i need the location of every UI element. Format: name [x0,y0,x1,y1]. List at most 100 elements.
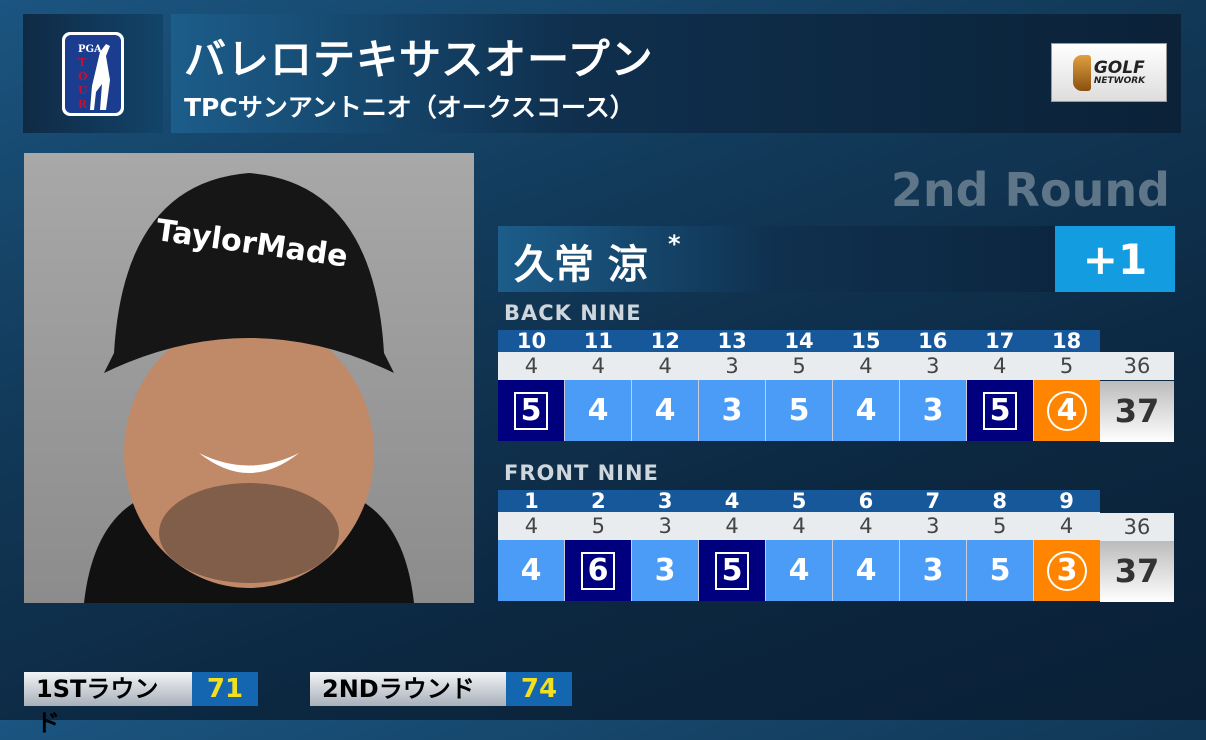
hole-par: 4 [591,354,606,378]
hole-score-bogey: 6 [565,540,631,601]
tour-logo-panel: PGA T O U R [23,14,163,133]
player-marker: * [668,230,681,258]
back-nine-label: BACK NINE [504,301,642,325]
svg-text:T: T [78,56,87,69]
hole-score-par: 5 [967,540,1033,601]
hole-number: 4 [724,489,740,513]
pga-tour-logo: PGA T O U R [62,31,124,116]
golf-network-logo: GOLF NETWORK [1051,43,1167,102]
hole-par: 4 [1059,514,1074,538]
score-value: 5 [788,393,810,428]
hole-score-par: 4 [833,380,899,441]
hole-score-par: 3 [900,380,966,441]
score-value: 3 [721,393,743,428]
hole-score-par: 4 [565,380,631,441]
hole-par: 5 [792,354,806,378]
hole-score-bogey: 5 [967,380,1033,441]
hole-par: 3 [926,514,940,538]
hole-par: 3 [725,354,739,378]
player-name: 久常 涼 [514,242,648,288]
player-name-bar [498,226,1058,292]
score-value: 5 [514,391,548,430]
score-value: 5 [983,391,1017,430]
score-value: 4 [654,393,676,428]
svg-text:U: U [78,84,88,97]
round-2-label: 2NDラウンド [310,672,506,706]
score-value: 4 [855,553,877,588]
hole-par: 5 [1059,354,1074,378]
hole-par: 4 [992,354,1007,378]
svg-text:R: R [78,98,88,111]
course-name: TPCサンアントニオ（オークスコース） [184,93,635,122]
back-nine-total-par: 36 [1100,352,1174,380]
hole-par: 4 [859,514,873,538]
hole-par: 5 [992,514,1007,538]
player-photo: TaylorMade [24,153,474,603]
hole-score-par: 4 [498,540,564,601]
hole-score-par: 4 [833,540,899,601]
hole-number: 13 [717,329,747,353]
score-value: 6 [581,551,615,590]
hole-number: 5 [791,489,807,513]
svg-text:O: O [78,70,88,83]
round-2-score: 2NDラウンド 74 [310,672,572,706]
hole-number: 15 [851,329,881,353]
hole-number: 3 [657,489,673,513]
hole-par: 4 [524,354,539,378]
hole-number: 6 [858,489,874,513]
hole-number: 8 [992,489,1007,513]
front-nine-label: FRONT NINE [504,461,659,485]
tournament-title: バレロテキサスオープン [184,35,654,84]
hole-number: 17 [985,329,1015,353]
hole-score-par: 4 [632,380,698,441]
hole-number: 16 [918,329,948,353]
hole-par: 4 [658,354,672,378]
hole-score-birdie: 4 [1034,380,1100,441]
round-1-score: 1STラウンド 71 [24,672,258,737]
hole-par: 4 [524,514,539,538]
to-par-score: +1 [1055,226,1175,292]
hole-score-par: 5 [766,380,832,441]
hole-score-par: 4 [766,540,832,601]
hole-number: 7 [925,489,941,513]
score-value: 4 [855,393,877,428]
score-value: 3 [922,393,944,428]
hole-number: 9 [1059,489,1074,513]
hole-score-par: 3 [632,540,698,601]
hole-number: 18 [1051,329,1082,353]
hole-number: 2 [591,489,606,513]
round-label: 2nd Round [890,163,1170,217]
score-value: 4 [587,393,609,428]
title-panel [171,14,1181,133]
hole-score-bogey: 5 [699,540,765,601]
hole-par: 5 [591,514,606,538]
hole-score-bogey: 5 [498,380,564,441]
hole-number: 14 [784,329,814,353]
score-value: 4 [520,553,542,588]
hole-score-par: 3 [900,540,966,601]
score-value: 3 [922,553,944,588]
score-value: 4 [1047,390,1087,431]
front-nine-total: 37 [1100,541,1174,602]
score-value: 3 [1047,550,1087,591]
score-value: 5 [989,553,1011,588]
hole-number: 11 [583,329,613,353]
golf-network-emblem-icon [1072,54,1091,91]
hole-number: 12 [650,329,680,353]
svg-text:PGA: PGA [78,44,102,55]
score-value: 3 [654,553,676,588]
round-1-label: 1STラウンド [24,672,192,737]
hole-par: 4 [725,514,739,538]
hole-number: 1 [524,489,539,513]
hole-par: 3 [658,514,672,538]
round-1-value: 71 [192,672,258,706]
hole-par: 4 [792,514,806,538]
hole-score-birdie: 3 [1034,540,1100,601]
back-nine-scorecard: 10 11 12 13 14 15 16 17 18 4 4 4 3 5 4 3 4 5 5 4 4 3 5 4 3 5 4 [498,330,1100,441]
hole-par: 4 [859,354,873,378]
score-value: 4 [788,553,810,588]
round-2-value: 74 [506,672,572,706]
hole-par: 3 [926,354,940,378]
hole-score-par: 3 [699,380,765,441]
